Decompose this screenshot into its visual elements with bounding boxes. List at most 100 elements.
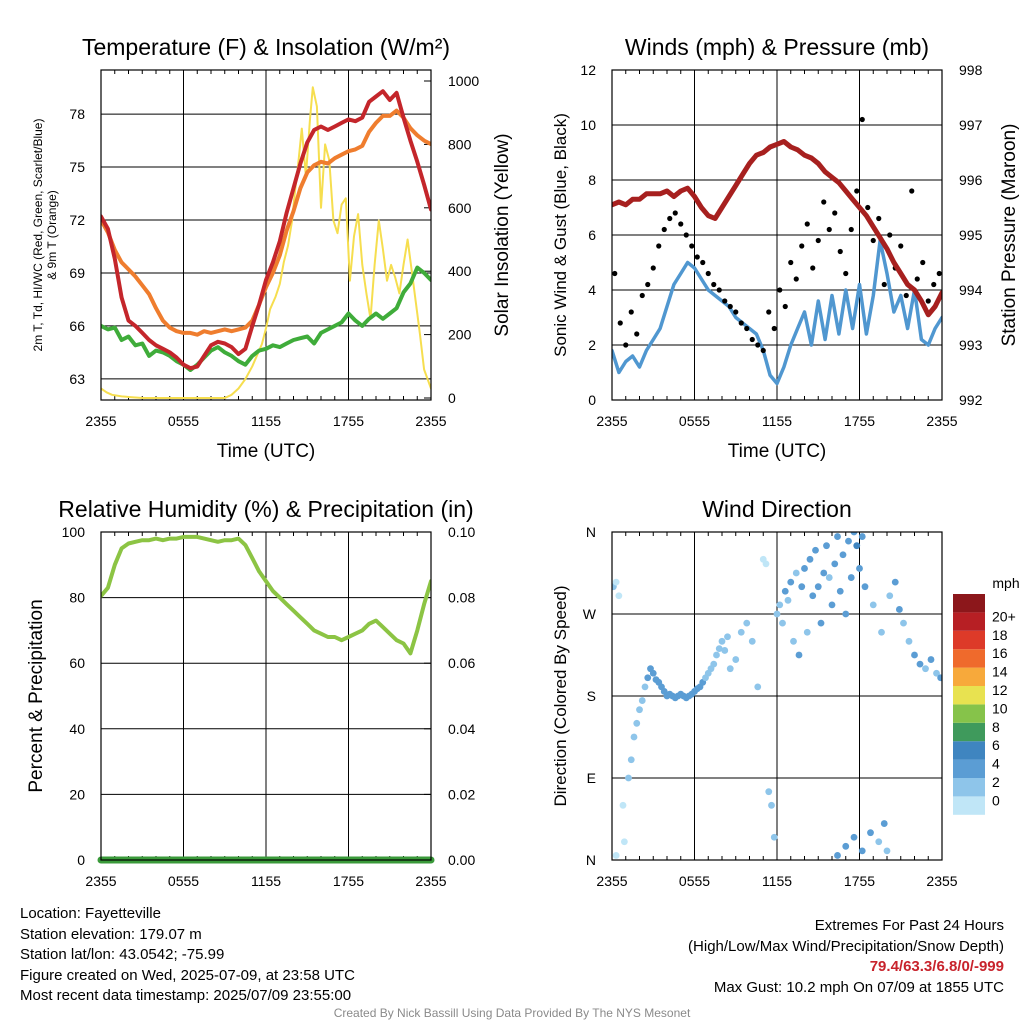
chart-title: Winds (mph) & Pressure (mb) xyxy=(625,34,929,60)
gust-point xyxy=(793,276,799,282)
direction-point xyxy=(627,756,635,764)
y2-tick-label: 800 xyxy=(448,136,472,152)
x-tick-label: 1155 xyxy=(251,873,281,889)
colorbar-tick-label: 4 xyxy=(992,756,1000,772)
series-group xyxy=(101,534,431,656)
direction-point xyxy=(773,610,781,618)
plot-border xyxy=(611,69,943,401)
y2-tick-label: 400 xyxy=(448,263,472,279)
direction-point xyxy=(806,555,814,563)
direction-point xyxy=(861,583,869,591)
direction-point xyxy=(825,574,833,581)
y-tick-label: 12 xyxy=(580,62,596,78)
y-tick-label: 20 xyxy=(69,786,85,802)
y-tick-label: 0 xyxy=(77,852,85,868)
y-axis-label: Percent & Precipitation xyxy=(26,599,47,792)
direction-point xyxy=(858,533,866,540)
y-tick-label: 60 xyxy=(69,655,85,671)
y2-axis-label: Station Pressure (Maroon) xyxy=(999,124,1020,347)
recent-data-text: Most recent data timestamp: 2025/07/09 2… xyxy=(20,987,352,1004)
x-tick-label: 1755 xyxy=(333,873,364,889)
direction-point xyxy=(713,651,720,659)
y-axis-label: Direction (Colored By Speed) xyxy=(551,585,570,806)
direction-point xyxy=(641,683,649,691)
direction-point xyxy=(850,833,858,841)
gust-point xyxy=(804,221,810,227)
gust-point xyxy=(678,221,684,227)
colorbar-tick-label: 8 xyxy=(992,719,1000,735)
x-tick-label: 2355 xyxy=(85,873,116,889)
direction-point xyxy=(875,838,883,846)
direction-point xyxy=(638,697,646,704)
direction-point xyxy=(886,592,894,600)
gust-point xyxy=(788,259,794,266)
gust-point xyxy=(760,347,766,354)
x-tick-label: 1755 xyxy=(844,413,875,429)
direction-point xyxy=(842,842,850,850)
direction-point xyxy=(895,606,903,613)
y-tick-label: 80 xyxy=(69,590,85,606)
y-tick-label: 63 xyxy=(69,371,85,387)
y2-tick-label: 0.04 xyxy=(448,721,475,737)
x-tick-label: 0555 xyxy=(168,873,199,889)
gust-point xyxy=(903,292,909,299)
direction-point xyxy=(721,647,729,654)
y2-tick-label: 0.02 xyxy=(448,786,475,802)
colorbar-tick-label: 20+ xyxy=(992,608,1016,624)
colorbar-swatch xyxy=(953,612,985,631)
y2-tick-label: 992 xyxy=(959,392,983,408)
x-tick-label: 2355 xyxy=(926,413,957,429)
series-group xyxy=(101,86,431,399)
colorbar-swatch xyxy=(953,741,985,760)
y-tick-label: 75 xyxy=(69,159,85,175)
gust-point xyxy=(694,254,700,260)
direction-point xyxy=(644,674,652,682)
colorbar-swatch xyxy=(953,630,985,650)
y2-tick-label: 200 xyxy=(448,327,472,343)
direction-point xyxy=(812,546,819,554)
gust-point xyxy=(744,325,750,332)
direction-point xyxy=(845,537,852,545)
direction-point xyxy=(619,801,627,809)
gust-point xyxy=(782,303,788,310)
colorbar-swatch xyxy=(953,704,985,723)
colorbar-tick-label: 12 xyxy=(992,682,1008,698)
direction-point xyxy=(768,801,775,809)
location-text: Location: Fayetteville xyxy=(20,905,161,922)
gust-point xyxy=(623,342,629,348)
y-axis-label: 2m T, Td, HI/WC (Red, Green, Scarlet/Blu… xyxy=(31,119,45,352)
winds-panel: 2355 0555 1155 1755 2355 Winds (mph) & Pressu… xyxy=(551,34,1020,462)
y2-axis-label: Solar Insolation (Yellow) xyxy=(492,133,513,336)
extremes-values: 79.4/63.3/6.8/0/-999 xyxy=(869,958,1004,975)
colorbar-swatch xyxy=(953,594,985,613)
direction-point xyxy=(850,532,858,536)
gust-point xyxy=(887,232,893,238)
y-axis-label: Sonic Wind & Gust (Blue, Black) xyxy=(551,113,570,357)
direction-point xyxy=(726,665,734,673)
gust-point xyxy=(777,287,783,293)
gust-point xyxy=(683,232,689,238)
y-tick-label: W xyxy=(583,606,597,622)
direction-point xyxy=(809,592,817,600)
colorbar-tick-label: 6 xyxy=(992,737,1000,753)
direction-point xyxy=(856,565,863,572)
colorbar-swatch xyxy=(953,796,985,815)
gust-point xyxy=(909,188,915,194)
y-axis-label-line2: & 9m T (Orange) xyxy=(45,190,59,280)
extremes-legend: (High/Low/Max Wind/Precipitation/Snow De… xyxy=(688,937,1004,955)
direction-point xyxy=(878,628,885,636)
gust-point xyxy=(920,259,926,266)
direction-point xyxy=(762,560,770,568)
direction-point xyxy=(823,542,830,550)
gust-point xyxy=(810,265,816,271)
series-group xyxy=(612,116,942,386)
y-tick-label: 8 xyxy=(588,172,596,188)
gust-point xyxy=(859,116,865,123)
direction-point xyxy=(724,633,731,641)
colorbar-tick-label: 14 xyxy=(992,664,1008,680)
x-tick-label: 1155 xyxy=(762,873,792,889)
latlon-text: Station lat/lon: 43.0542; -75.99 xyxy=(20,946,225,963)
gust-point xyxy=(854,188,860,194)
gust-point xyxy=(898,243,904,249)
gust-point xyxy=(755,342,761,348)
